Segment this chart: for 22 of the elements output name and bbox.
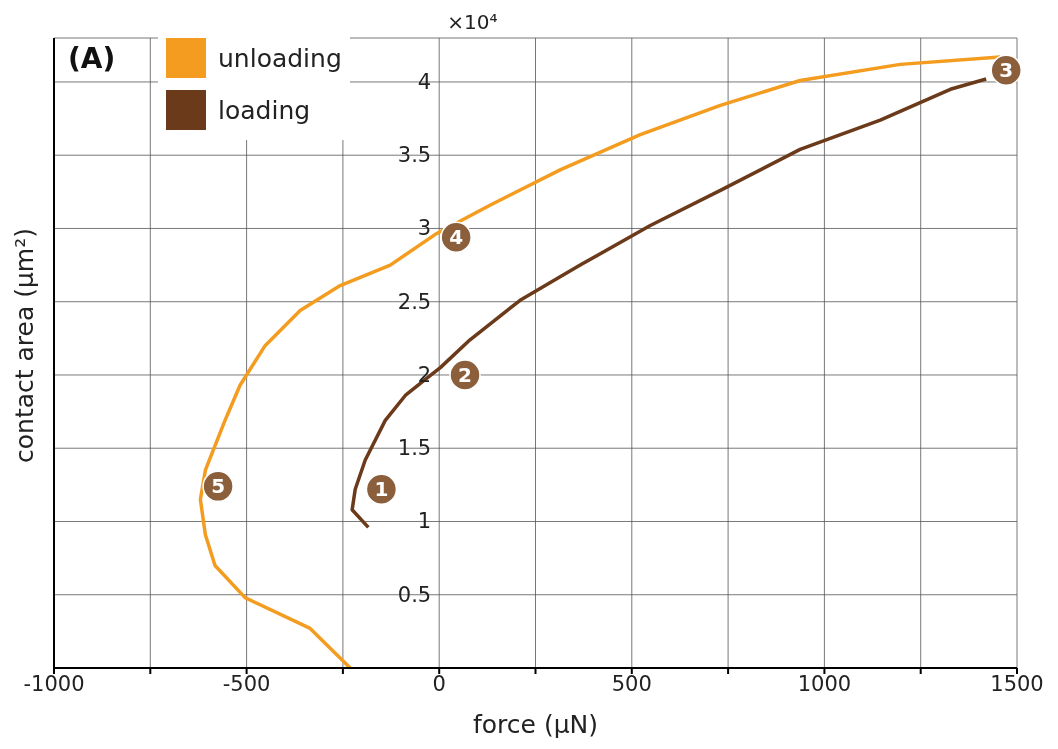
- x-tick-label: -1000: [23, 671, 85, 696]
- y-tick-label: 2.5: [397, 289, 432, 314]
- annotation: 3: [999, 58, 1014, 83]
- x-axis-title: force (μN): [472, 710, 599, 739]
- legend-label: unloading: [218, 43, 342, 73]
- x-tick-label: 1000: [797, 671, 852, 696]
- y-tick-label: 3.5: [397, 143, 432, 168]
- x-tick-label: 0: [432, 671, 446, 696]
- y-tick-label: 1.5: [397, 436, 432, 461]
- y-tick-label: 4: [417, 69, 432, 94]
- legend-label: loading: [218, 95, 311, 125]
- annotation: 5: [211, 474, 226, 499]
- x-tick-label: 1500: [990, 671, 1044, 696]
- x-tick-label: -500: [222, 671, 271, 696]
- annotation: 4: [449, 225, 464, 250]
- text: ×10⁴: [447, 10, 498, 34]
- x-tick-label: 500: [611, 671, 652, 696]
- annotation: 2: [458, 363, 472, 388]
- chart-title: (A): [64, 42, 120, 75]
- y-axis-title: contact area (μm²): [9, 228, 39, 463]
- annotation: 1: [374, 477, 389, 502]
- y-tick-label: 0.5: [397, 582, 432, 607]
